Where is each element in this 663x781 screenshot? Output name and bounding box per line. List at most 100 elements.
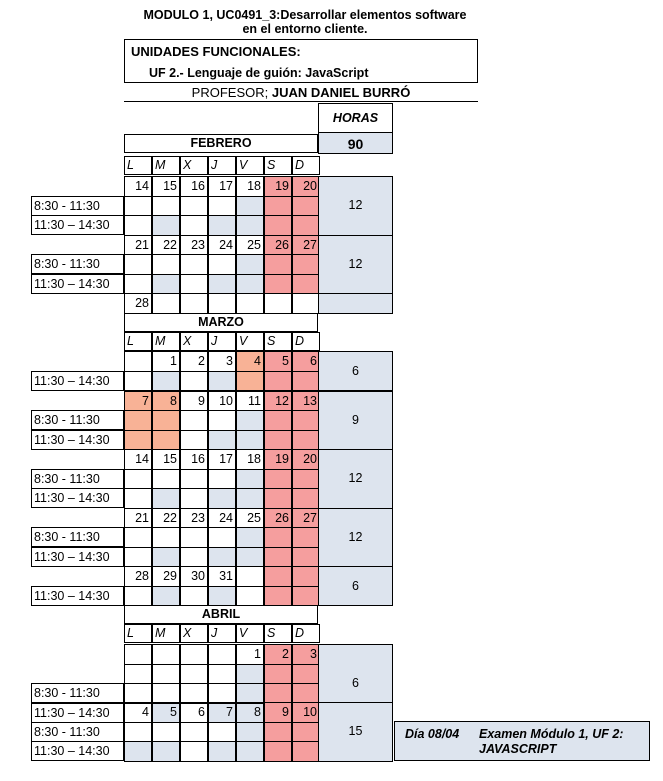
- date-cell-feb3-6: [292, 293, 320, 314]
- date-cell-abr2-4: 8: [236, 702, 264, 723]
- slot-cell-mar2-1-3: [208, 429, 236, 450]
- time-slot-abr1-1: 8:30 - 11:30: [31, 683, 124, 703]
- slot-cell-mar1-0-0: [124, 370, 152, 391]
- date-cell-feb3-5: [264, 293, 292, 314]
- uf-heading: UNIDADES FUNCIONALES:: [131, 44, 301, 59]
- slot-cell-mar5-0-3: [208, 585, 236, 606]
- slot-cell-mar3-1-3: [208, 488, 236, 509]
- day-header-abr-2: X: [180, 624, 208, 643]
- slot-cell-abr2-1-2: [180, 741, 208, 762]
- slot-cell-abr2-1-5: [264, 741, 292, 762]
- time-slot-mar2-1: 11:30 – 14:30: [31, 429, 124, 450]
- slot-cell-mar2-1-2: [180, 429, 208, 450]
- date-cell-mar2-6: 13: [292, 390, 320, 411]
- date-cell-feb2-3: 24: [208, 234, 236, 255]
- slot-cell-abr2-0-0: [124, 721, 152, 742]
- slot-cell-abr2-0-4: [236, 721, 264, 742]
- day-header-abr-4: V: [236, 624, 264, 643]
- date-cell-abr2-1: 5: [152, 702, 180, 723]
- slot-cell-mar1-0-1: [152, 370, 180, 391]
- slot-cell-feb2-1-1: [152, 273, 180, 294]
- time-slot-mar3-1: 11:30 – 14:30: [31, 488, 124, 508]
- date-cell-abr1-3: [208, 644, 236, 665]
- date-cell-feb1-2: 16: [180, 176, 208, 197]
- document-title: MODULO 1, UC0491_3:Desarrollar elementos…: [143, 8, 467, 22]
- slot-cell-mar2-1-0: [124, 429, 152, 450]
- date-cell-mar3-4: 18: [236, 449, 264, 470]
- slot-cell-abr1-0-5: [264, 663, 292, 684]
- date-cell-abr1-6: 3: [292, 644, 320, 665]
- slot-cell-mar4-1-4: [236, 546, 264, 567]
- slot-cell-mar2-1-5: [264, 429, 292, 450]
- horas-header: HORAS: [318, 103, 393, 132]
- time-slot-mar4-0: 8:30 - 11:30: [31, 527, 124, 547]
- date-cell-feb1-1: 15: [152, 176, 180, 197]
- date-cell-mar2-0: 7: [124, 390, 152, 411]
- slot-cell-mar4-0-2: [180, 527, 208, 548]
- slot-cell-feb2-0-3: [208, 254, 236, 275]
- date-cell-mar3-6: 20: [292, 449, 320, 470]
- date-cell-feb3-2: [180, 293, 208, 314]
- date-cell-feb1-0: 14: [124, 176, 152, 197]
- slot-cell-abr1-0-2: [180, 663, 208, 684]
- slot-cell-feb1-1-0: [124, 215, 152, 236]
- slot-cell-abr2-0-2: [180, 721, 208, 742]
- date-cell-mar1-3: 3: [208, 351, 236, 372]
- date-cell-feb3-4: [236, 293, 264, 314]
- exam-text-line1: Examen Módulo 1, UF 2:: [479, 727, 624, 741]
- slot-cell-feb1-1-1: [152, 215, 180, 236]
- day-header-mar-5: S: [264, 332, 292, 351]
- slot-cell-mar2-1-4: [236, 429, 264, 450]
- slot-cell-mar2-0-6: [292, 410, 320, 431]
- date-cell-feb2-2: 23: [180, 234, 208, 255]
- date-cell-abr1-2: [180, 644, 208, 665]
- slot-cell-abr2-1-6: [292, 741, 320, 762]
- slot-cell-abr1-1-5: [264, 683, 292, 704]
- date-cell-mar1-0: [124, 351, 152, 372]
- slot-cell-abr1-1-1: [152, 683, 180, 704]
- date-cell-mar1-5: 5: [264, 351, 292, 372]
- day-header-feb-4: V: [236, 156, 264, 175]
- date-cell-mar2-4: 11: [236, 390, 264, 411]
- slot-cell-mar2-0-0: [124, 410, 152, 431]
- week-hours-feb2: 12: [318, 234, 393, 294]
- month-header-mar: MARZO: [124, 313, 318, 332]
- slot-cell-mar5-0-1: [152, 585, 180, 606]
- date-cell-mar5-2: 30: [180, 566, 208, 587]
- slot-cell-feb2-0-6: [292, 254, 320, 275]
- date-cell-mar3-3: 17: [208, 449, 236, 470]
- slot-cell-mar1-0-6: [292, 370, 320, 391]
- time-slot-mar4-1: 11:30 – 14:30: [31, 546, 124, 567]
- slot-cell-mar3-1-5: [264, 488, 292, 509]
- time-slot-abr2-1: 11:30 – 14:30: [31, 741, 124, 761]
- day-header-mar-4: V: [236, 332, 264, 351]
- date-cell-mar1-6: 6: [292, 351, 320, 372]
- date-cell-mar5-6: [292, 566, 320, 587]
- slot-cell-mar5-0-2: [180, 585, 208, 606]
- horas-total: 90: [318, 132, 393, 154]
- slot-cell-abr2-1-1: [152, 741, 180, 762]
- slot-cell-mar3-0-6: [292, 468, 320, 489]
- date-cell-mar3-1: 15: [152, 449, 180, 470]
- month-header-abr: ABRIL: [124, 605, 318, 624]
- time-slot-feb2-1: 11:30 – 14:30: [31, 273, 124, 294]
- slot-cell-mar2-0-2: [180, 410, 208, 431]
- slot-cell-feb1-0-4: [236, 195, 264, 216]
- date-cell-feb3-0: 28: [124, 293, 152, 314]
- exam-date: Día 08/04: [405, 727, 460, 741]
- slot-cell-mar1-0-4: [236, 370, 264, 391]
- date-cell-feb1-6: 20: [292, 176, 320, 197]
- date-cell-mar5-1: 29: [152, 566, 180, 587]
- slot-cell-feb2-0-2: [180, 254, 208, 275]
- day-header-feb-5: S: [264, 156, 292, 175]
- slot-cell-mar2-0-4: [236, 410, 264, 431]
- slot-cell-mar2-0-3: [208, 410, 236, 431]
- date-cell-feb2-1: 22: [152, 234, 180, 255]
- date-cell-feb3-1: [152, 293, 180, 314]
- document-subtitle: en el entorno cliente.: [242, 22, 368, 36]
- slot-cell-mar5-0-6: [292, 585, 320, 606]
- week-hours-feb3: [318, 293, 393, 314]
- slot-cell-mar4-0-6: [292, 527, 320, 548]
- date-cell-mar2-5: 12: [264, 390, 292, 411]
- slot-cell-mar3-1-6: [292, 488, 320, 509]
